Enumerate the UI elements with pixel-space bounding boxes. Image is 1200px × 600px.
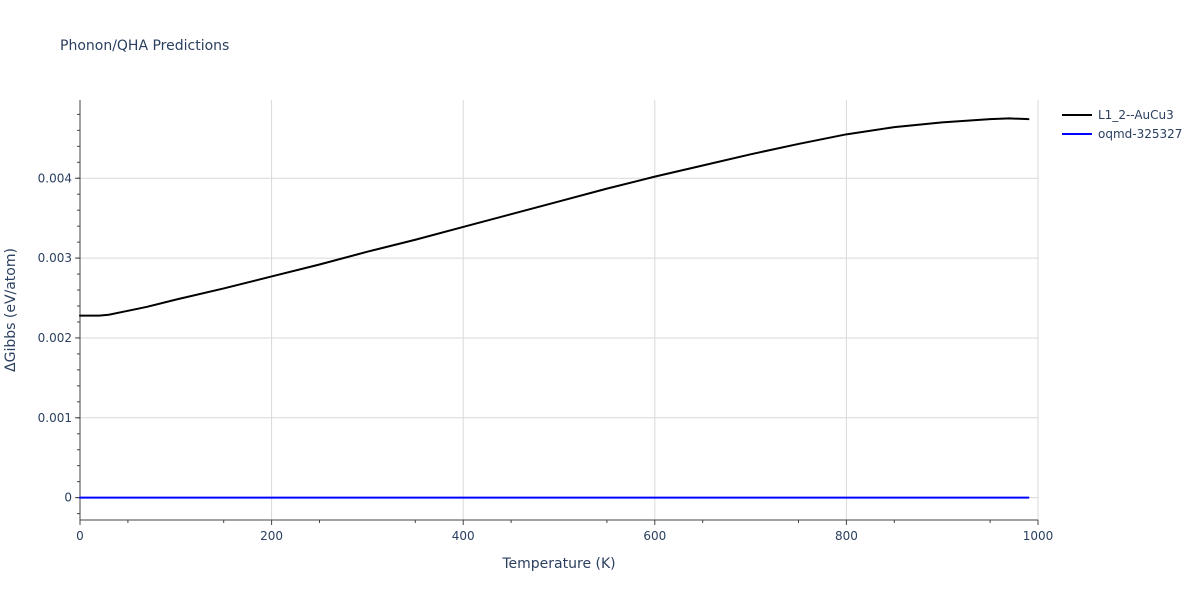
x-tick-label: 400	[452, 529, 475, 543]
legend-label: oqmd-325327	[1098, 127, 1182, 141]
legend-item-1[interactable]: oqmd-325327	[1062, 127, 1182, 141]
tick-labels: 0 200 400 600 800 1000 0 0.001 0.002 0.003 0.004	[38, 171, 1054, 543]
x-tick-label: 800	[835, 529, 858, 543]
y-tick-label: 0	[64, 491, 72, 505]
series-lines	[79, 117, 1030, 499]
y-tick-label: 0.001	[38, 411, 72, 425]
axes	[75, 100, 1039, 525]
x-tick-label: 0	[76, 529, 84, 543]
y-tick-label: 0.003	[38, 251, 72, 265]
x-tick-label: 600	[643, 529, 666, 543]
x-axis-title: Temperature (K)	[501, 556, 615, 572]
legend-item-0[interactable]: L1_2--AuCu3	[1062, 108, 1174, 122]
y-tick-label: 0.004	[38, 171, 72, 185]
legend-label: L1_2--AuCu3	[1098, 108, 1174, 122]
chart-title: Phonon/QHA Predictions	[60, 38, 229, 54]
y-axis-title: ΔGibbs (eV/atom)	[3, 248, 19, 372]
legend[interactable]: L1_2--AuCu3 oqmd-325327	[1062, 108, 1182, 141]
x-tick-label: 1000	[1023, 529, 1054, 543]
grid	[80, 100, 1039, 520]
x-tick-label: 200	[260, 529, 283, 543]
series-line-0[interactable]	[79, 117, 1030, 317]
y-tick-label: 0.002	[38, 331, 72, 345]
